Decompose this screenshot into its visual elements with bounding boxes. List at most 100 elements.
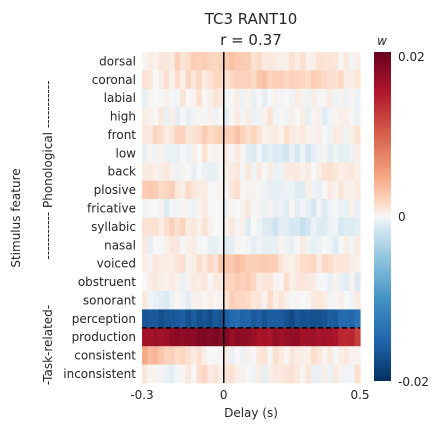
heatmap-cell	[272, 143, 279, 163]
heatmap-cell	[338, 235, 345, 255]
heatmap-cell	[245, 162, 252, 182]
heatmap-cell	[201, 162, 208, 182]
heatmap-cell	[207, 199, 214, 218]
heatmap-cell	[147, 309, 154, 329]
heatmap-cell	[294, 309, 301, 329]
heatmap-cell	[338, 107, 345, 126]
heatmap-cell	[332, 70, 339, 90]
heatmap-cell	[142, 125, 149, 145]
heatmap-cell	[201, 235, 208, 255]
heatmap-cell	[305, 180, 312, 200]
heatmap-cell	[229, 70, 236, 90]
heatmap-cell	[234, 125, 241, 145]
heatmap-cell	[218, 70, 225, 90]
heatmap-cell	[267, 346, 274, 366]
heatmap-cell	[207, 346, 214, 366]
heatmap-cell	[229, 272, 236, 292]
heatmap-cell	[289, 272, 296, 292]
heatmap-cell	[142, 346, 149, 366]
row-label: obstruent	[78, 275, 136, 289]
heatmap-cell	[212, 254, 219, 274]
heatmap-cell	[256, 254, 263, 274]
heatmap-cell	[147, 254, 154, 274]
heatmap-cell	[169, 199, 176, 218]
heatmap-cell	[142, 88, 149, 108]
heatmap-cell	[185, 254, 192, 274]
heatmap-cell	[261, 364, 268, 384]
row-label: labial	[104, 91, 136, 105]
heatmap-cell	[212, 125, 219, 145]
heatmap-cell	[251, 309, 258, 329]
heatmap-cell	[191, 364, 198, 384]
heatmap-cell	[234, 217, 241, 237]
heatmap-cell	[343, 291, 350, 310]
heatmap-cell	[229, 254, 236, 274]
heatmap-cell	[218, 199, 225, 218]
heatmap-cell	[147, 235, 154, 255]
heatmap-cell	[223, 291, 230, 310]
heatmap-cell	[147, 70, 154, 90]
heatmap-cell	[212, 291, 219, 310]
x-tick-labels: -0.3 0 0.5	[130, 388, 369, 402]
row-label: dorsal	[99, 54, 136, 68]
heatmap-cell	[251, 291, 258, 310]
heatmap-cell	[283, 88, 290, 108]
heatmap-cell	[152, 235, 159, 255]
heatmap-cell	[152, 217, 159, 237]
heatmap-cell	[142, 364, 149, 384]
heatmap-cell	[218, 291, 225, 310]
heatmap-cell	[240, 52, 247, 71]
heatmap-cell	[349, 199, 356, 218]
heatmap-cell	[174, 180, 181, 200]
heatmap-cell	[218, 125, 225, 145]
heatmap-cell	[158, 235, 165, 255]
heatmap-cell	[180, 88, 187, 108]
heatmap-cell	[212, 327, 219, 347]
colorbar-tick-max: 0.02	[398, 50, 425, 64]
heatmap-cell	[218, 107, 225, 126]
heatmap-cell	[316, 364, 323, 384]
heatmap-cell	[278, 125, 285, 145]
heatmap-cell	[196, 88, 203, 108]
heatmap-cell	[261, 254, 268, 274]
heatmap-cell	[310, 254, 317, 274]
heatmap-cell	[240, 364, 247, 384]
heatmap-cell	[332, 180, 339, 200]
heatmap-cell	[147, 364, 154, 384]
y-axis-label: Stimulus feature	[9, 168, 23, 267]
heatmap-cell	[180, 199, 187, 218]
heatmap-cell	[283, 254, 290, 274]
heatmap-cell	[147, 143, 154, 163]
heatmap-cell	[327, 199, 334, 218]
heatmap-cell	[316, 272, 323, 292]
heatmap-cell	[256, 291, 263, 310]
heatmap-cell	[338, 52, 345, 71]
heatmap-cell	[289, 364, 296, 384]
heatmap-cell	[169, 272, 176, 292]
heatmap-cell	[267, 364, 274, 384]
heatmap-cell	[272, 217, 279, 237]
heatmap-cell	[169, 107, 176, 126]
heatmap-cell	[267, 70, 274, 90]
heatmap-cell	[158, 180, 165, 200]
heatmap-cell	[212, 309, 219, 329]
colorbar-label: w	[377, 34, 387, 48]
heatmap-cell	[251, 364, 258, 384]
heatmap-cell	[251, 272, 258, 292]
heatmap-cell	[229, 107, 236, 126]
heatmap-cell	[300, 70, 307, 90]
heatmap-cell	[278, 107, 285, 126]
heatmap-cell	[147, 88, 154, 108]
heatmap-cell	[354, 364, 361, 384]
heatmap-cell	[240, 254, 247, 274]
heatmap-cell	[343, 235, 350, 255]
heatmap-cell	[185, 327, 192, 347]
heatmap-cell	[196, 272, 203, 292]
heatmap-cell	[343, 309, 350, 329]
heatmap-cell	[283, 346, 290, 366]
heatmap-cell	[327, 291, 334, 310]
heatmap-cell	[147, 272, 154, 292]
heatmap-cell	[289, 52, 296, 71]
heatmap-cell	[310, 309, 317, 329]
heatmap-cell	[229, 143, 236, 163]
